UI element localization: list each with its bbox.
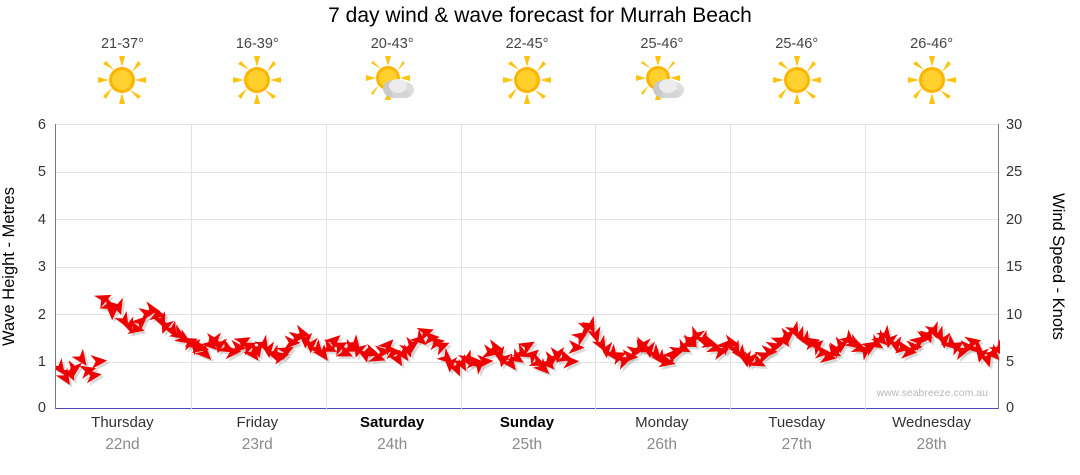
day-date: 27th <box>781 436 812 453</box>
day-name: Thursday <box>91 414 154 431</box>
day-name: Tuesday <box>768 414 826 431</box>
temperature-range: 22-45° <box>505 36 549 52</box>
gridline-6 <box>56 124 998 125</box>
right-tick-25: 25 <box>1006 164 1023 180</box>
day-header: 25-46° <box>594 36 729 124</box>
right-tick-5: 5 <box>1006 354 1015 370</box>
right-tick-15: 15 <box>1006 259 1023 275</box>
day-separator <box>325 124 327 409</box>
temperature-range: 20-43° <box>370 36 414 52</box>
day-date: 24th <box>377 436 408 453</box>
sunny-icon <box>496 54 558 106</box>
x-label-day: Monday 26th <box>594 414 729 470</box>
day-name: Wednesday <box>892 414 972 431</box>
left-tick-6: 6 <box>37 117 46 133</box>
day-name: Sunday <box>499 414 555 431</box>
gridline-4 <box>56 219 998 220</box>
plot-area: www.seabreeze.com.au <box>55 124 1000 409</box>
left-tick-5: 5 <box>37 164 46 180</box>
day-separator <box>865 124 867 409</box>
temperature-range: 25-46° <box>640 36 684 52</box>
gridline-2 <box>56 314 998 315</box>
day-separator <box>190 124 192 409</box>
day-name: Monday <box>635 414 689 431</box>
day-header: 21-37° <box>55 36 190 124</box>
left-tick-2: 2 <box>37 307 46 323</box>
x-axis-labels: Thursday 22nd Friday 23rd Saturday 24th … <box>55 414 999 470</box>
right-tick-30: 30 <box>1006 117 1023 133</box>
wind-speed-series <box>56 294 1000 388</box>
temperature-range: 16-39° <box>235 36 279 52</box>
day-date: 26th <box>646 436 677 453</box>
x-label-day: Tuesday 27th <box>729 414 864 470</box>
day-separator <box>595 124 597 409</box>
left-tick-0: 0 <box>37 400 46 416</box>
day-header: 16-39° <box>190 36 325 124</box>
right-tick-0: 0 <box>1006 400 1015 416</box>
x-label-day: Sunday 25th <box>460 414 595 470</box>
right-tick-20: 20 <box>1006 212 1023 228</box>
day-date: 22nd <box>105 436 140 453</box>
temperature-range: 25-46° <box>775 36 819 52</box>
day-date: 23rd <box>241 436 273 453</box>
day-date: 28th <box>916 436 947 453</box>
gridline-3 <box>56 266 998 268</box>
sunny-icon <box>766 54 828 106</box>
day-separator <box>730 124 732 409</box>
chart-title: 7 day wind & wave forecast for Murrah Be… <box>328 4 752 27</box>
baseline-axis <box>56 408 998 409</box>
day-separator <box>460 124 462 409</box>
day-header: 20-43° <box>325 36 460 124</box>
gridline-5 <box>56 171 998 173</box>
x-label-day: Wednesday 28th <box>864 414 999 470</box>
sunny-icon <box>901 54 963 106</box>
partly-cloudy-icon <box>631 54 693 106</box>
x-label-day: Saturday 24th <box>325 414 460 470</box>
day-header: 26-46° <box>864 36 999 124</box>
watermark: www.seabreeze.com.au <box>876 387 988 399</box>
day-header: 22-45° <box>460 36 595 124</box>
x-label-day: Friday 23rd <box>190 414 325 470</box>
day-name: Friday <box>236 414 279 431</box>
left-tick-4: 4 <box>37 212 46 228</box>
left-tick-1: 1 <box>37 354 46 370</box>
gridline-1 <box>56 361 998 363</box>
day-date: 25th <box>511 436 543 453</box>
right-tick-10: 10 <box>1006 307 1023 323</box>
day-name: Saturday <box>360 414 425 431</box>
partly-cloudy-icon <box>361 54 423 106</box>
day-header: 25-46° <box>729 36 864 124</box>
temperature-range: 21-37° <box>100 36 144 52</box>
sunny-icon <box>91 54 153 106</box>
day-header-strip: 21-37° <box>55 36 999 124</box>
left-tick-3: 3 <box>37 259 46 275</box>
sunny-icon <box>226 54 288 106</box>
x-label-day: Thursday 22nd <box>55 414 190 470</box>
temperature-range: 26-46° <box>910 36 954 52</box>
